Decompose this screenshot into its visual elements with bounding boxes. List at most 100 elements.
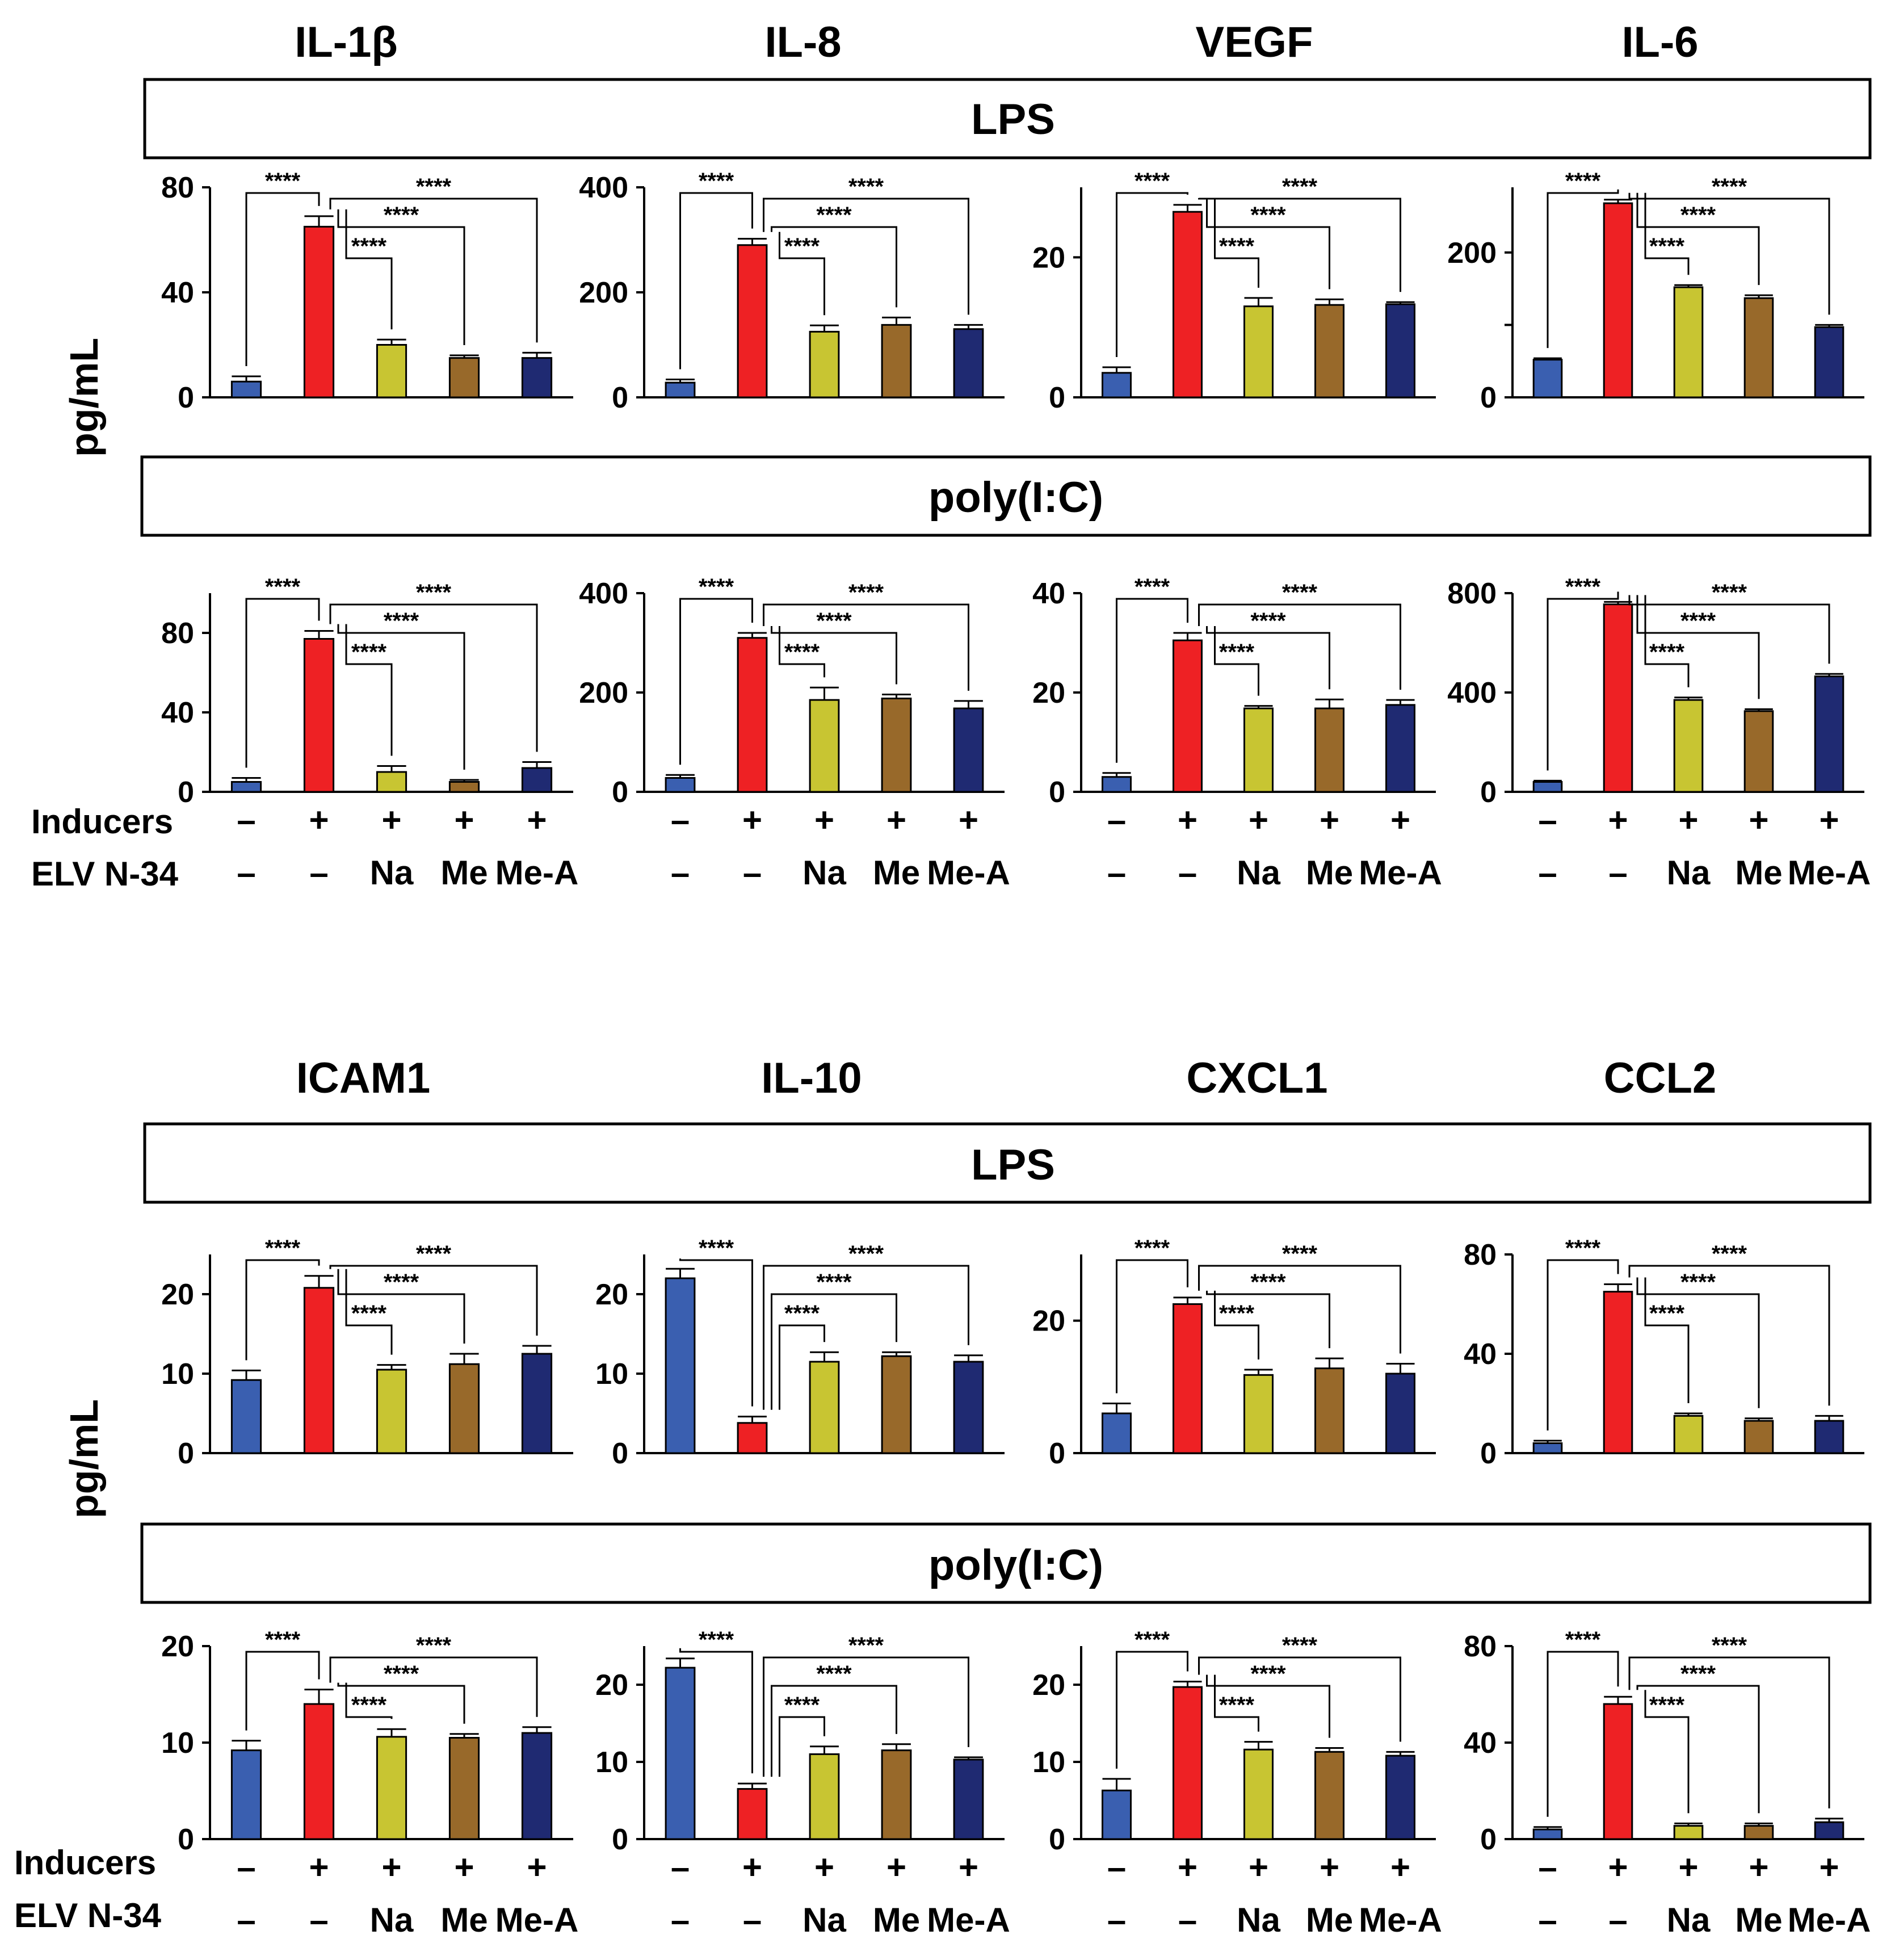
- bar: [1603, 603, 1633, 793]
- significance-bracket: [1628, 595, 1830, 664]
- significance-label: ****: [416, 174, 452, 199]
- significance-bracket: [679, 192, 753, 370]
- bar: [448, 1737, 480, 1840]
- significance-bracket: [337, 1269, 465, 1344]
- bar: [303, 638, 335, 793]
- bar: [1814, 1420, 1844, 1454]
- bar: [809, 1753, 840, 1840]
- significance-bracket: [1636, 192, 1760, 286]
- bar: [1673, 286, 1704, 398]
- significance-label: ****: [265, 1627, 301, 1652]
- significance-label: ****: [699, 169, 734, 194]
- elv-label: Me-A: [1788, 1901, 1871, 1939]
- bar: [448, 781, 480, 793]
- bar: [1814, 1821, 1844, 1840]
- bar: [1673, 1415, 1704, 1454]
- elv-label: –: [237, 1901, 255, 1939]
- bar-chart: 0 40 80 **** **** **** **** – – + – + Na + Me + Me-A: [1464, 1627, 1871, 1939]
- significance-bracket: [1636, 1685, 1760, 1814]
- inducer-label: +: [886, 1848, 906, 1886]
- elv-row-label: ELV N-34: [14, 1896, 162, 1934]
- significance-bracket: [1198, 1656, 1401, 1742]
- significance-label: ****: [384, 1661, 419, 1686]
- significance-bracket: [1116, 1651, 1188, 1769]
- significance-bracket: [337, 209, 465, 345]
- y-tick-label: 0: [612, 776, 628, 809]
- bar: [521, 357, 553, 398]
- bar: [1173, 1303, 1203, 1454]
- significance-label: ****: [416, 580, 452, 605]
- y-tick-label: 40: [1032, 577, 1065, 610]
- elv-label: Me-A: [1359, 854, 1442, 892]
- significance-bracket: [337, 1682, 465, 1724]
- inducer-label: +: [814, 1848, 834, 1886]
- inducer-label: +: [454, 1848, 474, 1886]
- elv-label: Na: [370, 854, 414, 892]
- significance-bracket: [771, 226, 897, 308]
- y-tick-label: 10: [595, 1746, 628, 1779]
- significance-label: ****: [1565, 1627, 1601, 1652]
- significance-bracket: [1644, 192, 1690, 275]
- significance-bracket: [1116, 192, 1188, 357]
- bar: [809, 1361, 840, 1454]
- significance-label: ****: [265, 574, 301, 599]
- inducer-label: +: [1178, 801, 1197, 839]
- bar: [953, 1361, 984, 1454]
- significance-label: ****: [1565, 574, 1601, 599]
- significance-label: ****: [1282, 1241, 1318, 1266]
- y-tick-label: 10: [161, 1358, 194, 1391]
- bar: [230, 781, 262, 793]
- condition-label: LPS: [971, 95, 1055, 144]
- bar: [376, 1369, 407, 1454]
- bar: [737, 1788, 768, 1840]
- significance-bracket: [779, 626, 825, 678]
- significance-bracket: [1206, 1674, 1330, 1738]
- significance-label: ****: [1219, 1693, 1255, 1718]
- bar: [1743, 297, 1774, 398]
- significance-bracket: [779, 232, 825, 316]
- y-tick-label: 800: [1447, 577, 1497, 610]
- y-tick-label: 80: [1464, 1630, 1497, 1663]
- inducer-label: +: [742, 1848, 762, 1886]
- bar: [881, 1749, 912, 1840]
- significance-bracket: [329, 603, 538, 752]
- y-tick-label: 80: [1464, 1239, 1497, 1271]
- bar: [881, 1355, 912, 1454]
- bar: [1385, 1373, 1415, 1454]
- inducer-label: –: [1107, 1848, 1126, 1886]
- elv-label: –: [309, 854, 328, 892]
- bar-chart: 0 10 20 **** **** **** ****: [595, 1236, 1005, 1470]
- condition-box: [140, 1522, 1872, 1604]
- inducer-label: +: [1819, 1848, 1839, 1886]
- significance-label: ****: [1135, 169, 1170, 194]
- condition-label: poly(I:C): [928, 473, 1103, 522]
- elv-label: Na: [1667, 1901, 1711, 1939]
- significance-bracket: [329, 198, 538, 343]
- condition-box: [140, 455, 1872, 537]
- y-tick-label: 0: [612, 381, 628, 414]
- significance-bracket: [1644, 1690, 1690, 1814]
- bar: [376, 771, 407, 793]
- significance-bracket: [345, 209, 393, 330]
- significance-label: ****: [1712, 174, 1747, 199]
- significance-label: ****: [848, 580, 884, 605]
- significance-label: ****: [1250, 1270, 1286, 1295]
- inducer-label: +: [309, 801, 329, 839]
- condition-box: [143, 1122, 1872, 1204]
- elv-label: –: [743, 854, 762, 892]
- inducer-label: +: [381, 1848, 401, 1886]
- elv-label: Na: [802, 854, 846, 892]
- significance-bracket: [1198, 603, 1401, 690]
- inducer-label: –: [671, 1848, 690, 1886]
- bar: [521, 767, 553, 793]
- significance-bracket: [245, 1259, 320, 1361]
- y-tick-label: 40: [1464, 1338, 1497, 1371]
- bar-chart: 0 10 20 **** **** **** **** – – + – + Na + Me + Me-A: [595, 1627, 1010, 1939]
- inducer-label: +: [527, 801, 547, 839]
- y-tick-label: 40: [161, 696, 194, 729]
- significance-bracket: [1206, 626, 1330, 690]
- significance-label: ****: [1680, 608, 1716, 633]
- inducer-label: +: [814, 801, 834, 839]
- condition-label: LPS: [971, 1141, 1055, 1189]
- significance-label: ****: [1680, 1661, 1716, 1686]
